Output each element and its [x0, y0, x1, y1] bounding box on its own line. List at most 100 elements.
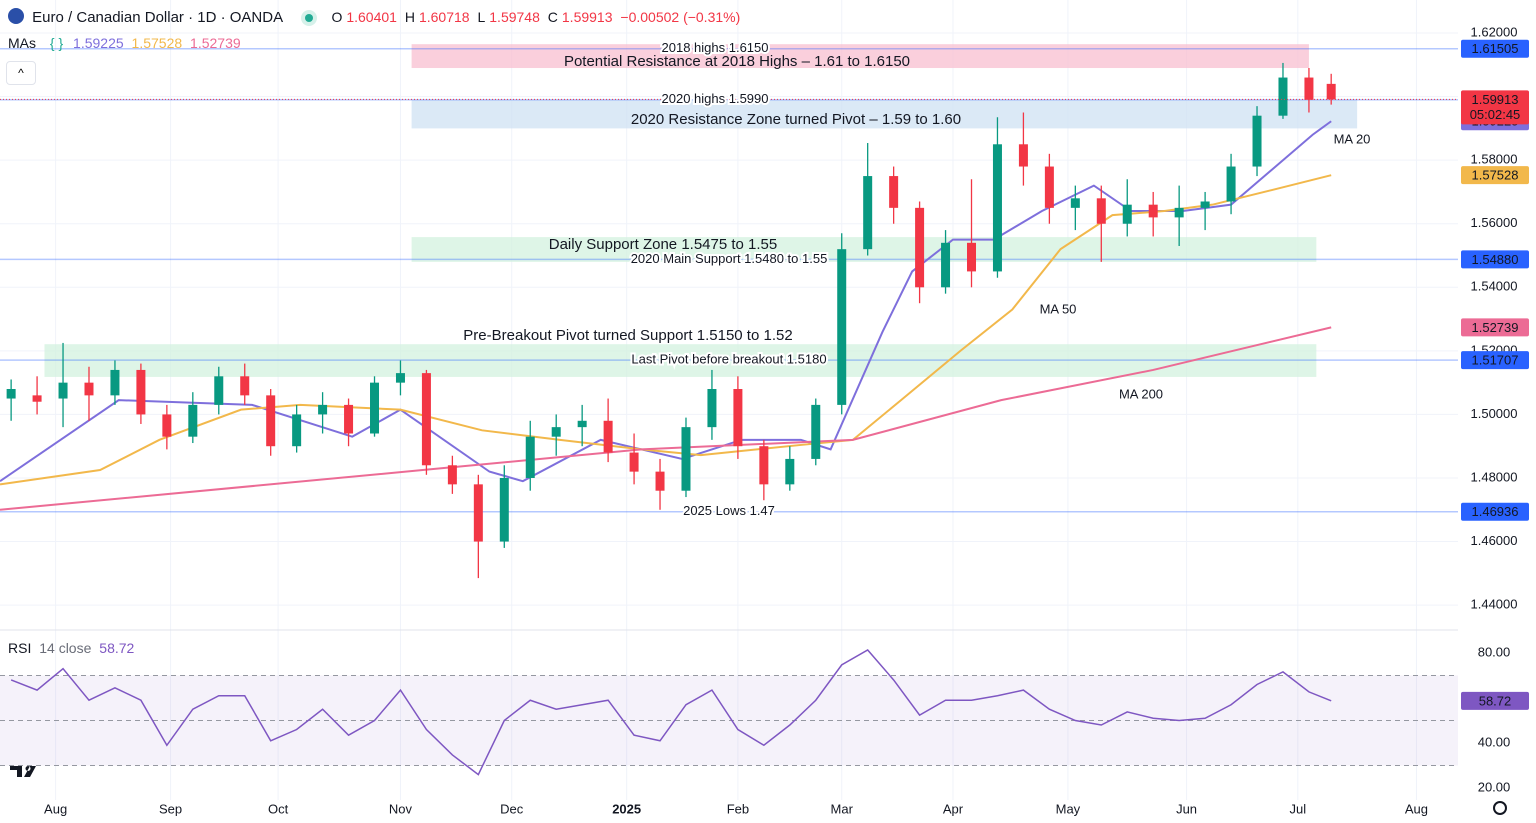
candle-body: [759, 446, 769, 485]
rsi-tick-label: 20.00: [1478, 780, 1511, 795]
candle-body: [1304, 77, 1314, 100]
x-tick-label: Feb: [727, 801, 749, 816]
level-tag: [1461, 502, 1529, 521]
logo: [10, 766, 36, 777]
candle-body: [1044, 166, 1054, 208]
candle-body: [1226, 166, 1236, 202]
level-tag-text: 1.46936: [1472, 504, 1519, 519]
x-tick-label: Apr: [943, 801, 964, 816]
y-tick-label: 1.44000: [1471, 597, 1518, 612]
time-axis: [0, 800, 1458, 823]
candle-body: [214, 376, 224, 405]
x-tick-label: Sep: [159, 801, 182, 816]
candle-body: [551, 427, 561, 437]
candle-body: [1018, 144, 1028, 167]
candle-body: [1278, 77, 1288, 116]
candle-body: [681, 427, 691, 491]
level-tag: [1461, 39, 1529, 58]
candle-body: [863, 176, 873, 250]
level-tag: [1461, 250, 1529, 269]
x-tick-label: Jul: [1290, 801, 1307, 816]
zone: [44, 344, 1317, 377]
ohlc-value: 1.59748: [489, 9, 540, 25]
rsi-name: RSI: [8, 640, 32, 656]
candle-body: [240, 376, 250, 396]
candle-body: [6, 389, 16, 399]
level-label: 2020 Main Support 1.5480 to 1.55: [631, 251, 828, 266]
price-tag: [1461, 90, 1529, 125]
candle-body: [188, 404, 198, 437]
price-tag-text: 1.59913: [1472, 92, 1519, 107]
level-label: 2020 highs 1.5990: [662, 91, 769, 106]
candle-body: [967, 242, 977, 272]
candle-body: [1174, 207, 1184, 218]
ma-value: 1.59225: [73, 35, 124, 51]
candle-body: [1122, 204, 1132, 224]
candle-body: [318, 404, 328, 415]
x-tick-label: 2025: [612, 801, 641, 816]
level-label: 2018 highs 1.6150: [662, 40, 769, 55]
candle-body: [395, 373, 405, 383]
candle-body: [655, 471, 665, 491]
level-label: 2025 Lows 1.47: [683, 503, 775, 518]
candle-body: [344, 404, 354, 434]
y-tick-label: 1.54000: [1471, 279, 1518, 294]
candle-body: [421, 373, 431, 466]
rsi-tick-label: 80.00: [1478, 644, 1511, 659]
y-tick-label: 1.48000: [1471, 469, 1518, 484]
zone-label: 2020 Resistance Zone turned Pivot – 1.59…: [631, 111, 961, 128]
x-tick-label: Oct: [268, 801, 289, 816]
rsi-tick-label: 40.00: [1478, 734, 1511, 749]
candle-body: [266, 395, 276, 447]
candle-body: [162, 414, 172, 437]
y-tick-label: 1.56000: [1471, 215, 1518, 230]
rsi-legend: RSI 14 close 58.72: [8, 640, 138, 656]
candle-body: [525, 436, 535, 478]
ma-value: 1.57528: [131, 35, 183, 51]
ma-legend-label[interactable]: MAs: [8, 35, 36, 51]
zone-label: Daily Support Zone 1.5475 to 1.55: [549, 236, 778, 253]
ohlc-value: 1.60401: [346, 9, 397, 25]
ma-line: [0, 326, 1332, 511]
ma-label: MA 200: [1119, 386, 1163, 401]
rsi-tag: [1461, 691, 1529, 710]
x-tick-label: Mar: [831, 801, 854, 816]
candle-body: [84, 382, 94, 396]
y-tick-label: 1.46000: [1471, 533, 1518, 548]
price-axis: [1458, 0, 1536, 823]
collapse-button[interactable]: ^: [6, 61, 36, 85]
ma-tag: [1461, 318, 1529, 337]
symbol-title[interactable]: Euro / Canadian Dollar · 1D · OANDA: [32, 9, 284, 26]
ma-line: [0, 174, 1332, 486]
candle-body: [110, 369, 120, 396]
level-label: Last Pivot before breakout 1.5180: [631, 352, 826, 367]
x-tick-label: Aug: [1405, 801, 1428, 816]
x-tick-label: Aug: [44, 801, 67, 816]
zone-label: Pre-Breakout Pivot turned Support 1.5150…: [463, 327, 792, 344]
candle-body: [733, 389, 743, 447]
candle-body: [292, 414, 302, 447]
candle-body: [499, 477, 509, 542]
change: −0.00502 (−0.31%): [620, 9, 741, 25]
candle-body: [785, 458, 795, 485]
candle-body: [1096, 198, 1106, 224]
rsi-line: [10, 649, 1332, 776]
ohlc-value: 1.60718: [418, 9, 470, 25]
ohlc: O 1.60401 H 1.60718 L 1.59748 C 1.59913 −0.0…: [331, 9, 744, 25]
candle-body: [915, 207, 925, 288]
candle-body: [707, 389, 717, 428]
level-tag: [1461, 351, 1529, 370]
x-tick-label: Dec: [500, 801, 524, 816]
ma-legend: MAs { } 1.59225 1.57528 1.52739: [8, 35, 245, 51]
ma-tag-text: 1.57528: [1472, 168, 1519, 183]
ma-tag: [1461, 166, 1529, 185]
ma-value: 1.52739: [190, 35, 241, 51]
ma-icon: { }: [49, 35, 64, 51]
settings-icon: [1493, 801, 1507, 815]
ma-label: MA 50: [1040, 301, 1077, 316]
y-tick-label: 1.58000: [1471, 152, 1518, 167]
candle-body: [889, 176, 899, 208]
candle-body: [1148, 204, 1158, 218]
candle-body: [1070, 198, 1080, 208]
y-tick-label: 1.50000: [1471, 406, 1518, 421]
